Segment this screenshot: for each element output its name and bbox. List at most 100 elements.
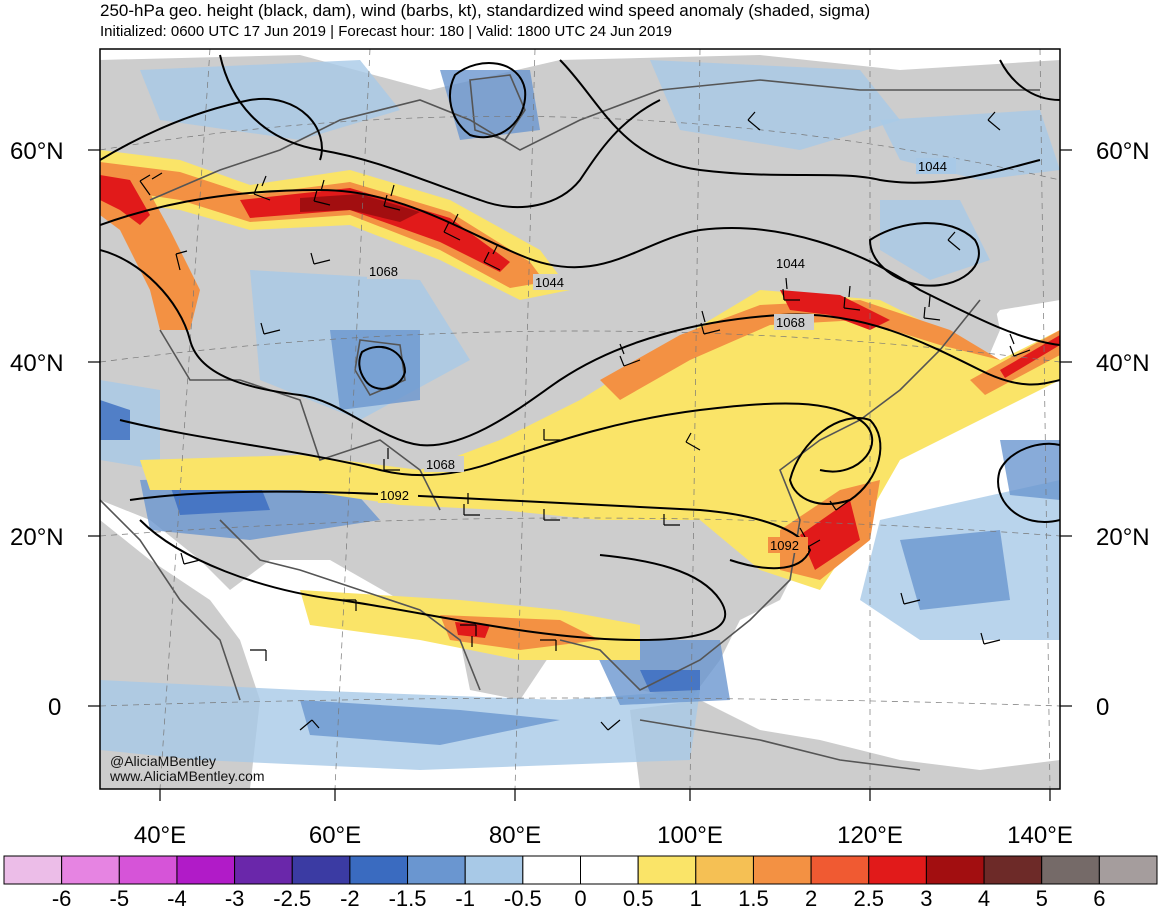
- wind-barb: [663, 514, 680, 526]
- wind-barb: [829, 499, 851, 511]
- colorbar-tick-label: 2.5: [853, 886, 885, 911]
- colorbar-tick-label: 6: [1093, 886, 1106, 911]
- wind-barb: [600, 719, 621, 731]
- colorbar-swatch: [407, 855, 466, 885]
- colorbar-tick-label: -1.5: [388, 886, 427, 911]
- credit-handle: @AliciaMBentley: [110, 753, 217, 769]
- wind-barb: [483, 243, 501, 271]
- colorbar-swatch: [176, 855, 236, 885]
- jet-streak-subtropical: [1000, 335, 1060, 378]
- colorbar-tick-label: 5: [1035, 886, 1048, 911]
- anomaly-negative: [880, 200, 990, 280]
- jet-streak-subtropical: [800, 500, 860, 570]
- colorbar: [3, 855, 1158, 885]
- wind-barb: [900, 592, 921, 605]
- colorbar-tick-label: -2: [340, 886, 360, 911]
- jet-streak-north: [100, 162, 545, 288]
- height-contour: [868, 222, 980, 287]
- lon-label: 140°E: [1007, 822, 1073, 849]
- anomaly-negative: [650, 60, 900, 150]
- contour-label-box: [533, 274, 573, 290]
- colorbar-tick-label: -0.5: [503, 886, 542, 911]
- coastline: [639, 719, 921, 771]
- map-frame: [99, 48, 1061, 790]
- wind-barb: [747, 111, 761, 131]
- lon-label: 120°E: [837, 822, 903, 849]
- colorbar-swatch: [234, 855, 293, 885]
- coastline: [100, 499, 241, 701]
- graticule-line: [1039, 49, 1051, 789]
- contour-label-box: [774, 314, 814, 330]
- map-panel: 1068 1044 1044 1068 1068 1092 1092 1044: [100, 49, 1060, 789]
- contour-label: 1068: [426, 457, 455, 472]
- graticule-line: [689, 49, 701, 789]
- colorbar-tick-label: -1: [455, 886, 475, 911]
- contour-label: 1092: [380, 488, 409, 503]
- colorbar-swatch: [1098, 855, 1158, 885]
- height-contours: [100, 54, 1060, 642]
- colorbar-swatch: [522, 855, 581, 885]
- colorbar-swatch: [118, 855, 178, 885]
- anomaly-negative: [100, 400, 130, 440]
- contour-label: 1092: [770, 538, 799, 553]
- wind-barb: [843, 285, 861, 311]
- wind-barb: [543, 429, 560, 441]
- wind-barb: [299, 719, 320, 731]
- lon-label: 60°E: [308, 822, 362, 849]
- colorbar-tick-label: -6: [51, 886, 72, 911]
- colorbar-swatch: [637, 855, 697, 885]
- wind-barb: [980, 632, 1001, 645]
- wind-barb: [340, 599, 357, 611]
- contour-label: 1044: [918, 159, 947, 174]
- wind-barb: [685, 432, 701, 451]
- wind-barb: [139, 172, 163, 196]
- lat-label-right: 20°N: [1096, 524, 1150, 551]
- lat-label-left: 20°N: [10, 524, 64, 551]
- colorbar-tick-label: 2: [804, 886, 818, 911]
- colorbar-tick-label: -4: [167, 886, 187, 911]
- map-subtitle: Initialized: 0600 UTC 17 Jun 2019 | Fore…: [100, 23, 673, 40]
- credit-website[interactable]: www.AliciaMBentley.com: [110, 768, 265, 784]
- colorbar-swatch: [752, 855, 812, 885]
- anomaly-negative: [1000, 440, 1060, 500]
- lon-label: 100°E: [657, 822, 723, 849]
- graticule-line: [159, 49, 211, 789]
- wind-barb: [253, 175, 271, 201]
- colorbar-swatch: [695, 855, 754, 885]
- anomaly-negative: [330, 330, 420, 410]
- coastline: [149, 79, 1040, 201]
- colorbar-swatch: [3, 855, 63, 885]
- contour-label-box: [367, 263, 407, 279]
- jet-streak-subtropical: [780, 290, 890, 330]
- contour-label-box: [916, 158, 956, 174]
- coastline: [559, 299, 981, 691]
- wind-barb: [463, 493, 480, 516]
- colorbar-tick-label: -3: [224, 886, 245, 911]
- contour-label-box: [378, 487, 418, 503]
- wind-barb: [460, 624, 477, 647]
- wind-barb: [923, 295, 941, 321]
- colorbar-swatch: [925, 855, 985, 885]
- colorbar-tick-label: 3: [920, 886, 933, 911]
- graticule-line: [334, 49, 371, 789]
- colorbar-swatch: [349, 855, 409, 885]
- contour-label: 1068: [369, 264, 398, 279]
- colorbar-tick-label: 0: [574, 886, 587, 911]
- contour-label-box: [774, 255, 814, 271]
- height-contour: [100, 249, 1060, 447]
- wind-barb: [383, 184, 401, 211]
- wind-barb: [313, 179, 331, 206]
- colorbar-tick-label: 1.5: [738, 886, 769, 911]
- height-contour: [100, 97, 323, 161]
- height-contour: [129, 490, 812, 570]
- height-contour: [559, 59, 1041, 184]
- height-contour: [219, 54, 661, 208]
- wind-barb: [987, 111, 1001, 131]
- colorbar-swatch: [1041, 855, 1100, 885]
- wind-barb: [619, 343, 641, 367]
- anomaly-negative: [300, 700, 560, 745]
- colorbar-swatch: [810, 855, 870, 885]
- lat-label-right: 40°N: [1096, 350, 1150, 377]
- contour-label: 1044: [535, 275, 564, 290]
